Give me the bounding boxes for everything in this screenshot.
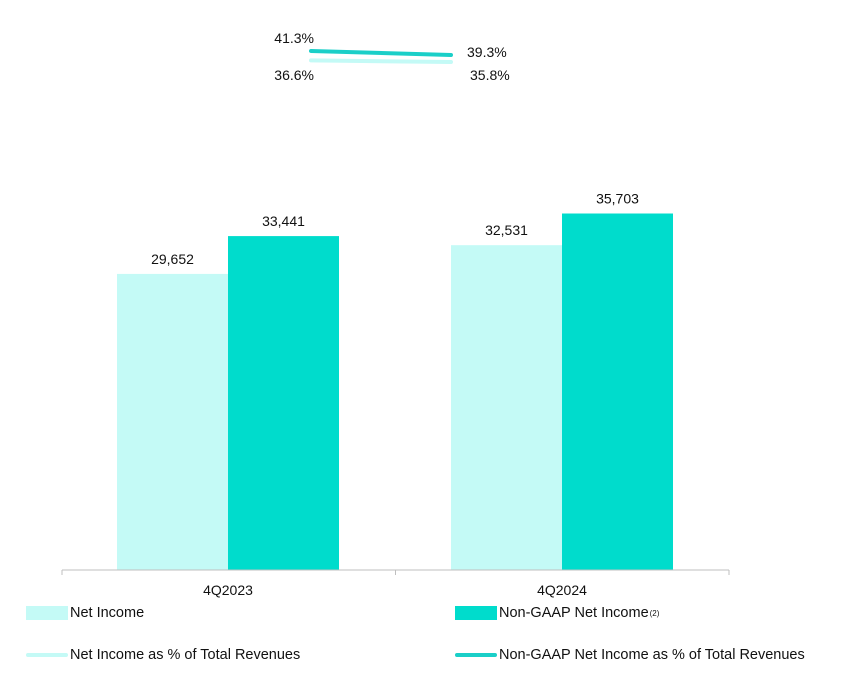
legend-footnote-marker: (2) (649, 608, 660, 618)
legend-item-non-gaap-pct: Non-GAAP Net Income as % of Total Revenu… (455, 647, 805, 663)
legend-swatch-net-income-pct (26, 653, 68, 657)
bar-non-gaap-4q2023 (228, 236, 339, 570)
x-tick-label: 4Q2023 (203, 582, 253, 598)
x-tick-label: 4Q2024 (537, 582, 587, 598)
bar-value-label: 29,652 (151, 251, 194, 267)
line-value-label: 36.6% (274, 67, 314, 83)
legend-label-net-income-pct: Net Income as % of Total Revenues (70, 647, 301, 663)
chart-area: 29,652 32,531 33,441 35,703 4Q2023 4Q2024 41.3… (61, 30, 730, 598)
line-value-label: 39.3% (467, 44, 507, 60)
non-gaap-pct-line (309, 49, 453, 57)
legend-swatch-non-gaap-pct (455, 653, 497, 657)
bar-chart-svg: 29,652 32,531 33,441 35,703 4Q2023 4Q2024 41.3… (61, 30, 730, 598)
line-value-label: 35.8% (470, 67, 510, 83)
legend-item-net-income-pct: Net Income as % of Total Revenues (26, 647, 300, 663)
bar-non-gaap-4q2024 (562, 213, 673, 570)
bar-net-income-4q2024 (451, 245, 562, 570)
legend-item-net-income: Net Income (26, 605, 144, 621)
bar-net-income-4q2023 (117, 273, 228, 570)
legend-item-non-gaap: Non-GAAP Net Income (2) (455, 605, 659, 621)
bar-value-label: 32,531 (485, 222, 528, 238)
bar-value-label: 33,441 (262, 213, 305, 229)
legend-swatch-non-gaap (455, 606, 497, 620)
net-income-pct-line (309, 58, 453, 64)
legend-swatch-net-income (26, 606, 68, 620)
line-value-label: 41.3% (274, 30, 314, 46)
legend: Net Income Non-GAAP Net Income (2) Net In… (0, 600, 846, 675)
legend-label-non-gaap: Non-GAAP Net Income (499, 605, 649, 621)
bar-value-label: 35,703 (596, 191, 639, 207)
legend-label-non-gaap-pct: Non-GAAP Net Income as % of Total Revenu… (499, 647, 805, 663)
legend-label-net-income: Net Income (70, 605, 145, 621)
